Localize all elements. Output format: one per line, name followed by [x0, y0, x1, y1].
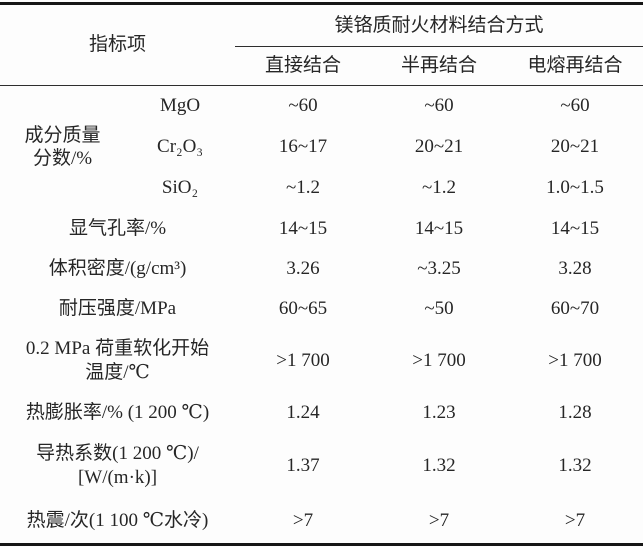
- row-group-label-composition: 成分质量 分数/%: [24, 124, 101, 170]
- value-cell: >7: [564, 509, 586, 531]
- value-cell: 3.26: [286, 257, 320, 279]
- value-cell: ~1.2: [286, 177, 321, 199]
- value-cell: ~1.2: [422, 177, 457, 199]
- table-row-sio2: SiO₂ ~1.2 ~1.2 1.0~1.5: [0, 168, 643, 209]
- value-cell: 60~70: [550, 297, 600, 319]
- row-label: 热膨胀率/% (1 200 ℃): [25, 401, 210, 423]
- row-label: MgO: [159, 94, 201, 116]
- table-row-thermal-shock: 热震/次(1 100 ℃水冷) >7 >7 >7: [0, 499, 643, 545]
- row-label: Cr₂O₃: [157, 135, 203, 157]
- row-label: SiO₂: [161, 177, 199, 199]
- header-row-group: 指标项 镁铬质耐火材料结合方式: [0, 3, 643, 86]
- value-cell: 3.28: [558, 257, 592, 279]
- column-header-fused-rebond: 电熔再结合: [507, 46, 643, 86]
- table-row-crushing-strength: 耐压强度/MPa 60~65 ~50 60~70: [0, 289, 643, 329]
- table-row-softening-temperature: 0.2 MPa 荷重软化开始 温度/℃ >1 700 >1 700 >1 700: [0, 329, 643, 393]
- value-cell: 1.23: [422, 401, 456, 423]
- header-row-bond-types: 直接结合 半再结合 电熔再结合: [0, 46, 643, 86]
- value-cell: 14~15: [414, 217, 464, 239]
- value-cell: 20~21: [550, 135, 600, 157]
- value-cell: 1.0~1.5: [546, 177, 604, 199]
- table-row-apparent-porosity: 显气孔率/% 14~15 14~15 14~15: [0, 209, 643, 249]
- table-row-mgo: 成分质量 分数/% MgO ~60 ~60 ~60: [0, 86, 643, 169]
- table-row-cr2o3: Cr₂O₃ 16~17 20~21 20~21: [0, 126, 643, 168]
- value-cell: 14~15: [278, 217, 328, 239]
- column-header-semi-rebond: 半再结合: [371, 46, 508, 86]
- value-cell: >1 700: [548, 349, 602, 371]
- value-cell: ~3.25: [417, 257, 461, 279]
- row-label: 显气孔率/%: [68, 217, 167, 239]
- row-label: 热震/次(1 100 ℃水冷): [26, 509, 209, 531]
- column-header-indicator: 指标项: [0, 3, 236, 86]
- value-cell: >7: [428, 509, 450, 531]
- value-cell: 1.24: [286, 401, 320, 423]
- value-cell: 16~17: [278, 135, 328, 157]
- value-cell: ~60: [560, 94, 590, 116]
- value-cell: ~50: [424, 297, 454, 319]
- value-cell: 1.32: [422, 454, 456, 476]
- table-row-thermal-conductivity: 导热系数(1 200 ℃)/ [W/(m·k)] 1.37 1.32 1.32: [0, 433, 643, 499]
- value-cell: 20~21: [414, 135, 464, 157]
- value-cell: >1 700: [276, 349, 330, 371]
- value-cell: 1.37: [286, 454, 320, 476]
- value-cell: 1.28: [558, 401, 592, 423]
- column-header-bonding-group: 镁铬质耐火材料结合方式: [235, 3, 643, 47]
- table-row-thermal-expansion: 热膨胀率/% (1 200 ℃) 1.24 1.23 1.28: [0, 393, 643, 433]
- value-cell: 14~15: [550, 217, 600, 239]
- value-cell: >1 700: [412, 349, 466, 371]
- column-header-direct-bond: 直接结合: [235, 46, 372, 86]
- value-cell: 1.32: [558, 454, 592, 476]
- row-label: 0.2 MPa 荷重软化开始 温度/℃: [25, 337, 210, 383]
- value-cell: ~60: [424, 94, 454, 116]
- table-row-bulk-density: 体积密度/(g/cm³) 3.26 ~3.25 3.28: [0, 249, 643, 289]
- row-label: 耐压强度/MPa: [58, 297, 177, 319]
- row-label: 导热系数(1 200 ℃)/ [W/(m·k)]: [36, 442, 199, 488]
- row-label: 体积密度/(g/cm³): [48, 257, 187, 279]
- value-cell: 60~65: [278, 297, 328, 319]
- value-cell: ~60: [288, 94, 318, 116]
- value-cell: >7: [292, 509, 314, 531]
